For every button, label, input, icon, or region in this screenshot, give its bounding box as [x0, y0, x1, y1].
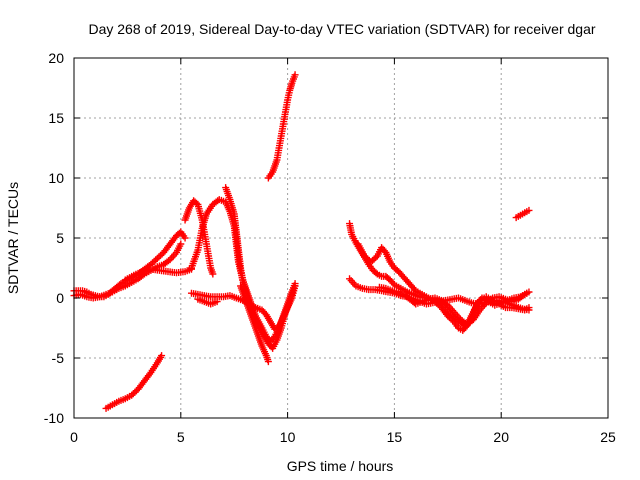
chart-title: Day 268 of 2019, Sidereal Day-to-day VTE…: [88, 21, 595, 37]
data-point: [177, 240, 185, 248]
data-point: [213, 298, 221, 306]
data-point: [372, 269, 380, 277]
data-point: [264, 358, 272, 366]
axis-ticks: 0 5 10 15 20 25 -10 -5 0 5 10 15 20: [44, 50, 616, 445]
y-tick-label: -10: [44, 410, 64, 426]
series-arc-k: [264, 71, 299, 182]
series-arc-d: [102, 352, 166, 412]
data-point: [380, 247, 388, 255]
data-point: [291, 282, 299, 290]
data-point: [181, 234, 189, 242]
data-point: [487, 295, 495, 303]
data-point: [525, 206, 533, 214]
series-arc-c: [121, 265, 195, 284]
data-point: [525, 306, 533, 314]
y-tick-label: 20: [48, 50, 64, 66]
data-point: [410, 285, 418, 293]
x-tick-label: 15: [387, 429, 403, 445]
data-point: [291, 71, 299, 79]
x-axis-label: GPS time / hours: [287, 458, 394, 474]
x-tick-label: 10: [280, 429, 296, 445]
data-point: [525, 288, 533, 296]
series-arc-o: [375, 283, 533, 328]
x-tick-label: 0: [70, 429, 78, 445]
series-arc-i: [187, 282, 299, 333]
series-arc-p: [512, 206, 533, 222]
y-tick-label: 10: [48, 170, 64, 186]
y-tick-label: 0: [56, 290, 64, 306]
y-tick-label: 5: [56, 230, 64, 246]
data-point: [519, 292, 527, 300]
data-point: [209, 270, 217, 278]
data-points: [70, 71, 533, 412]
y-tick-label: 15: [48, 110, 64, 126]
data-point: [372, 254, 380, 261]
x-tick-label: 20: [493, 429, 509, 445]
data-point: [389, 279, 397, 287]
series-arc-j: [194, 295, 221, 308]
data-point: [158, 352, 166, 360]
x-tick-label: 5: [177, 429, 185, 445]
y-tick-label: -5: [52, 350, 65, 366]
x-tick-label: 25: [600, 429, 616, 445]
y-axis-label: SDTVAR / TECUs: [5, 182, 21, 294]
